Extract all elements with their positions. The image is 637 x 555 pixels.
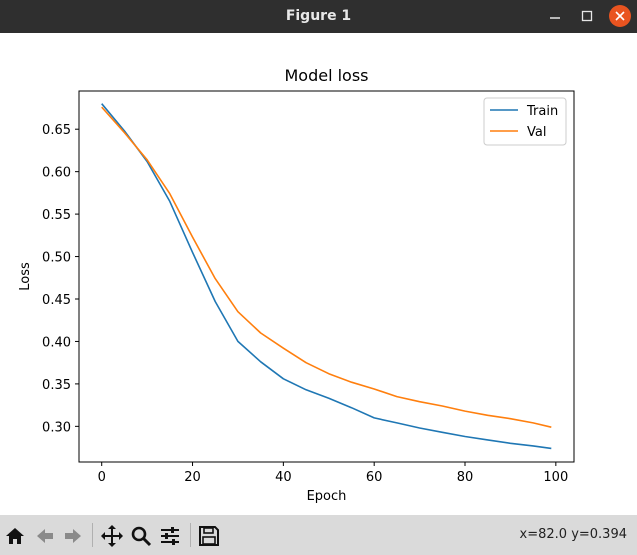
series-line-train (101, 103, 552, 450)
save-button[interactable] (196, 523, 222, 549)
legend-label: Val (527, 125, 546, 140)
maximize-icon (581, 10, 593, 22)
minimize-button[interactable] (544, 5, 566, 27)
configure-subplots-icon (161, 527, 179, 545)
cursor-coordinates: x=82.0 y=0.394 (519, 527, 627, 542)
configure-subplots-button[interactable] (157, 523, 183, 549)
close-button[interactable] (609, 5, 631, 27)
y-tick-label: 0.50 (42, 251, 71, 266)
y-tick-label: 0.30 (42, 420, 71, 435)
maximize-button[interactable] (576, 5, 598, 27)
home-icon (6, 528, 24, 544)
x-axis-label: Epoch (307, 489, 347, 504)
series-line-val (101, 106, 552, 428)
axes-frame (78, 90, 575, 463)
x-tick-label: 60 (366, 470, 383, 485)
pan-icon (101, 525, 123, 547)
y-tick-label: 0.35 (42, 378, 71, 393)
save-icon (199, 526, 219, 546)
y-tick-label: 0.65 (42, 123, 71, 138)
x-tick-label: 0 (98, 470, 106, 485)
zoom-button[interactable] (128, 523, 154, 549)
close-icon (615, 11, 625, 21)
x-tick-label: 40 (275, 470, 292, 485)
y-tick-label: 0.40 (42, 335, 71, 350)
minimize-icon (550, 17, 560, 19)
x-tick-label: 20 (184, 470, 201, 485)
toolbar-separator (190, 523, 191, 547)
legend-label: Train (526, 104, 558, 119)
y-tick-label: 0.60 (42, 166, 71, 181)
forward-icon (65, 529, 81, 543)
navigation-toolbar: x=82.0 y=0.394 (0, 515, 637, 555)
window-titlebar: Figure 1 (0, 0, 637, 33)
y-tick-label: 0.55 (42, 208, 71, 223)
chart-title: Model loss (284, 66, 368, 85)
back-button[interactable] (32, 523, 58, 549)
pan-button[interactable] (99, 523, 125, 549)
zoom-icon (131, 526, 152, 547)
home-button[interactable] (2, 523, 28, 549)
toolbar-separator (92, 523, 93, 547)
y-tick-label: 0.45 (42, 293, 71, 308)
y-axis-label: Loss (18, 262, 33, 291)
window-title: Figure 1 (285, 8, 352, 24)
figure-canvas[interactable]: Model loss 0 20 40 60 80 100 0.30 0.35 0.40 0.45 0.… (0, 33, 637, 515)
x-tick-label: 100 (543, 470, 568, 485)
forward-button[interactable] (60, 523, 86, 549)
x-tick-label: 80 (457, 470, 474, 485)
back-icon (37, 529, 53, 543)
loss-chart: Model loss 0 20 40 60 80 100 0.30 0.35 0.40 0.45 0.… (18, 66, 575, 504)
